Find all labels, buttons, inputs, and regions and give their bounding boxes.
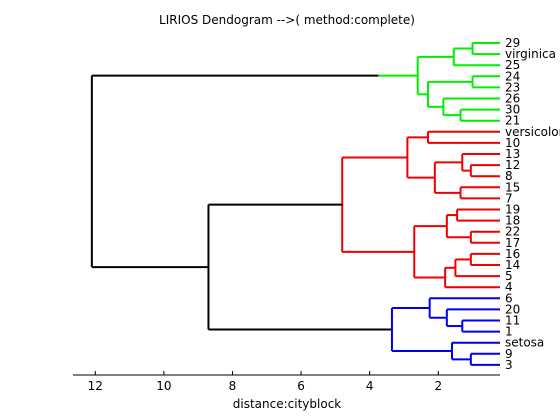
leaf-label: 24: [505, 69, 520, 83]
chart-title: LIRIOS Dendogram -->( method:complete): [159, 13, 415, 27]
leaf-label: 3: [505, 358, 513, 372]
x-tick-label: 12: [88, 379, 103, 393]
x-tick-label: 4: [366, 379, 374, 393]
leaf-label: 30: [505, 103, 520, 117]
leaf-label: 13: [505, 147, 520, 161]
leaf-label: 4: [505, 280, 513, 294]
leaf-label: 22: [505, 225, 520, 239]
leaf-label: 1: [505, 325, 513, 339]
leaf-label: 17: [505, 236, 520, 250]
x-axis-ticks: 12 10 8 6 4 2: [88, 371, 442, 393]
leaf-label: 12: [505, 158, 520, 172]
leaf-label: 21: [505, 114, 520, 128]
leaf-label: 5: [505, 269, 513, 283]
leaf-label: 7: [505, 191, 513, 205]
x-tick-label: 6: [297, 379, 305, 393]
leaf-label: 9: [505, 347, 513, 361]
leaf-label: 18: [505, 214, 520, 228]
leaf-label: 14: [505, 258, 520, 272]
x-tick-label: 8: [229, 379, 237, 393]
leaf-label: 10: [505, 136, 520, 150]
leaf-label: 11: [505, 314, 520, 328]
leaf-label: 15: [505, 180, 520, 194]
leaf-label: 8: [505, 169, 513, 183]
x-tick-label: 2: [434, 379, 442, 393]
leaf-label: 25: [505, 58, 520, 72]
x-tick-label: 10: [156, 379, 171, 393]
leaf-label: versicolor: [505, 125, 560, 139]
leaf-label: virginica: [505, 47, 556, 61]
leaf-label: 19: [505, 203, 520, 217]
leaf-label: 20: [505, 302, 520, 316]
leaf-label: 26: [505, 92, 520, 106]
leaf-labels: 29virginica252423263021versicolor1013128…: [505, 36, 560, 372]
leaf-label: 6: [505, 291, 513, 305]
x-axis-label: distance:cityblock: [233, 397, 342, 411]
leaf-label: 23: [505, 80, 520, 94]
leaf-label: 16: [505, 247, 520, 261]
dendrogram-branches: [90, 42, 500, 366]
leaf-label: setosa: [505, 336, 544, 350]
leaf-label: 29: [505, 36, 520, 50]
